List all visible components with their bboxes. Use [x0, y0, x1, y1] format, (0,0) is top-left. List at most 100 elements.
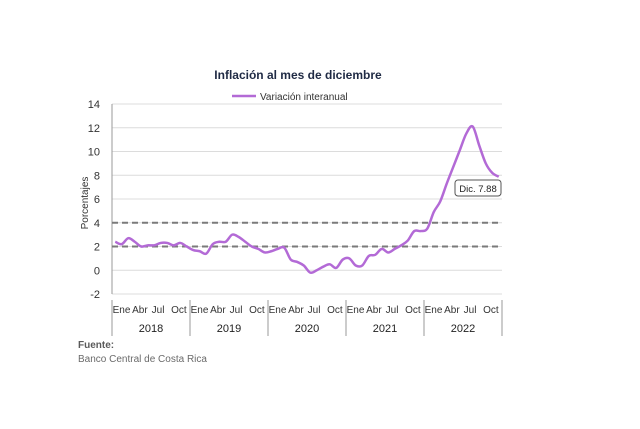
data-point	[231, 233, 233, 235]
data-point	[186, 245, 188, 247]
data-point	[303, 264, 305, 266]
data-point	[127, 237, 129, 239]
data-point	[212, 243, 214, 245]
data-point	[472, 125, 474, 127]
x-tick-label-month: Abr	[288, 305, 304, 316]
data-point	[283, 246, 285, 248]
x-tick-label-month: Ene	[191, 305, 209, 316]
data-point	[361, 264, 363, 266]
data-point	[121, 243, 123, 245]
x-tick-label-month: Abr	[444, 305, 460, 316]
x-tick-label-month: Oct	[249, 305, 265, 316]
data-point	[413, 230, 415, 232]
x-tick-label-month: Oct	[171, 305, 187, 316]
data-point	[238, 236, 240, 238]
data-point	[173, 244, 175, 246]
data-point	[374, 254, 376, 256]
x-tick-label-month: Abr	[366, 305, 382, 316]
x-tick-label-month: Ene	[347, 305, 365, 316]
data-point	[368, 255, 370, 257]
y-tick-label: 8	[94, 170, 100, 182]
annotation-box	[454, 179, 502, 197]
data-point	[205, 252, 207, 254]
y-tick-label: 6	[94, 194, 100, 206]
data-point	[400, 244, 402, 246]
chart-title: Inflación al mes de diciembre	[214, 68, 382, 82]
x-tick-label-month: Oct	[327, 305, 343, 316]
data-point	[179, 242, 181, 244]
data-point	[225, 241, 227, 243]
x-tick-label-year: 2019	[217, 323, 241, 335]
y-tick-label: 12	[88, 123, 100, 135]
data-point	[192, 249, 194, 251]
data-point	[485, 162, 487, 164]
data-point	[199, 250, 201, 252]
data-point	[134, 241, 136, 243]
data-point	[407, 239, 409, 241]
x-tick-label-month: Jul	[464, 305, 477, 316]
y-axis-label: Porcentajes	[80, 177, 91, 230]
y-tick-label: 0	[94, 265, 100, 277]
x-tick-label-year: 2020	[295, 323, 319, 335]
data-point	[439, 200, 441, 202]
data-point	[465, 132, 467, 134]
data-point	[459, 149, 461, 151]
data-point	[322, 265, 324, 267]
x-tick-label-month: Jul	[230, 305, 243, 316]
legend-label: Variación interanual	[260, 92, 348, 103]
x-tick-label-month: Abr	[132, 305, 148, 316]
data-point	[147, 244, 149, 246]
data-point	[251, 245, 253, 247]
x-tick-label-month: Ene	[425, 305, 443, 316]
data-point	[452, 166, 454, 168]
data-point	[316, 269, 318, 271]
y-tick-label: 14	[88, 99, 100, 111]
x-tick-label-year: 2021	[373, 323, 397, 335]
y-tick-label: 2	[94, 242, 100, 254]
data-point	[387, 251, 389, 253]
data-point	[264, 251, 266, 253]
data-point	[160, 242, 162, 244]
data-point	[394, 248, 396, 250]
data-point	[426, 227, 428, 229]
x-tick-label-year: 2018	[139, 323, 163, 335]
data-point	[446, 182, 448, 184]
data-point	[218, 241, 220, 243]
data-point	[335, 267, 337, 269]
data-point	[420, 230, 422, 232]
x-tick-label-month: Oct	[405, 305, 421, 316]
data-point	[348, 257, 350, 259]
data-point	[309, 271, 311, 273]
data-point	[153, 244, 155, 246]
source-label: Fuente:	[78, 340, 115, 351]
y-tick-label: 10	[88, 147, 100, 159]
annotation-label: Dic. 7.88	[459, 184, 497, 195]
y-tick-label: 4	[94, 218, 100, 230]
data-point	[381, 248, 383, 250]
x-tick-label-month: Ene	[113, 305, 131, 316]
data-point	[277, 248, 279, 250]
data-point	[290, 258, 292, 260]
data-point	[355, 264, 357, 266]
data-point	[296, 261, 298, 263]
data-point	[329, 263, 331, 265]
data-point	[244, 241, 246, 243]
x-tick-label-month: Jul	[386, 305, 399, 316]
data-point	[257, 248, 259, 250]
data-point	[478, 144, 480, 146]
data-point	[140, 245, 142, 247]
x-tick-label-month: Jul	[308, 305, 321, 316]
x-tick-label-month: Ene	[269, 305, 287, 316]
data-point	[342, 258, 344, 260]
data-point	[166, 242, 168, 244]
x-tick-label-month: Oct	[483, 305, 499, 316]
y-tick-label: -2	[90, 289, 100, 301]
x-tick-label-month: Jul	[152, 305, 165, 316]
data-point	[491, 172, 493, 174]
source-text: Banco Central de Costa Rica	[78, 354, 207, 365]
series-line-variacion-interanual	[114, 124, 500, 275]
data-point	[433, 211, 435, 213]
data-point	[114, 241, 116, 243]
